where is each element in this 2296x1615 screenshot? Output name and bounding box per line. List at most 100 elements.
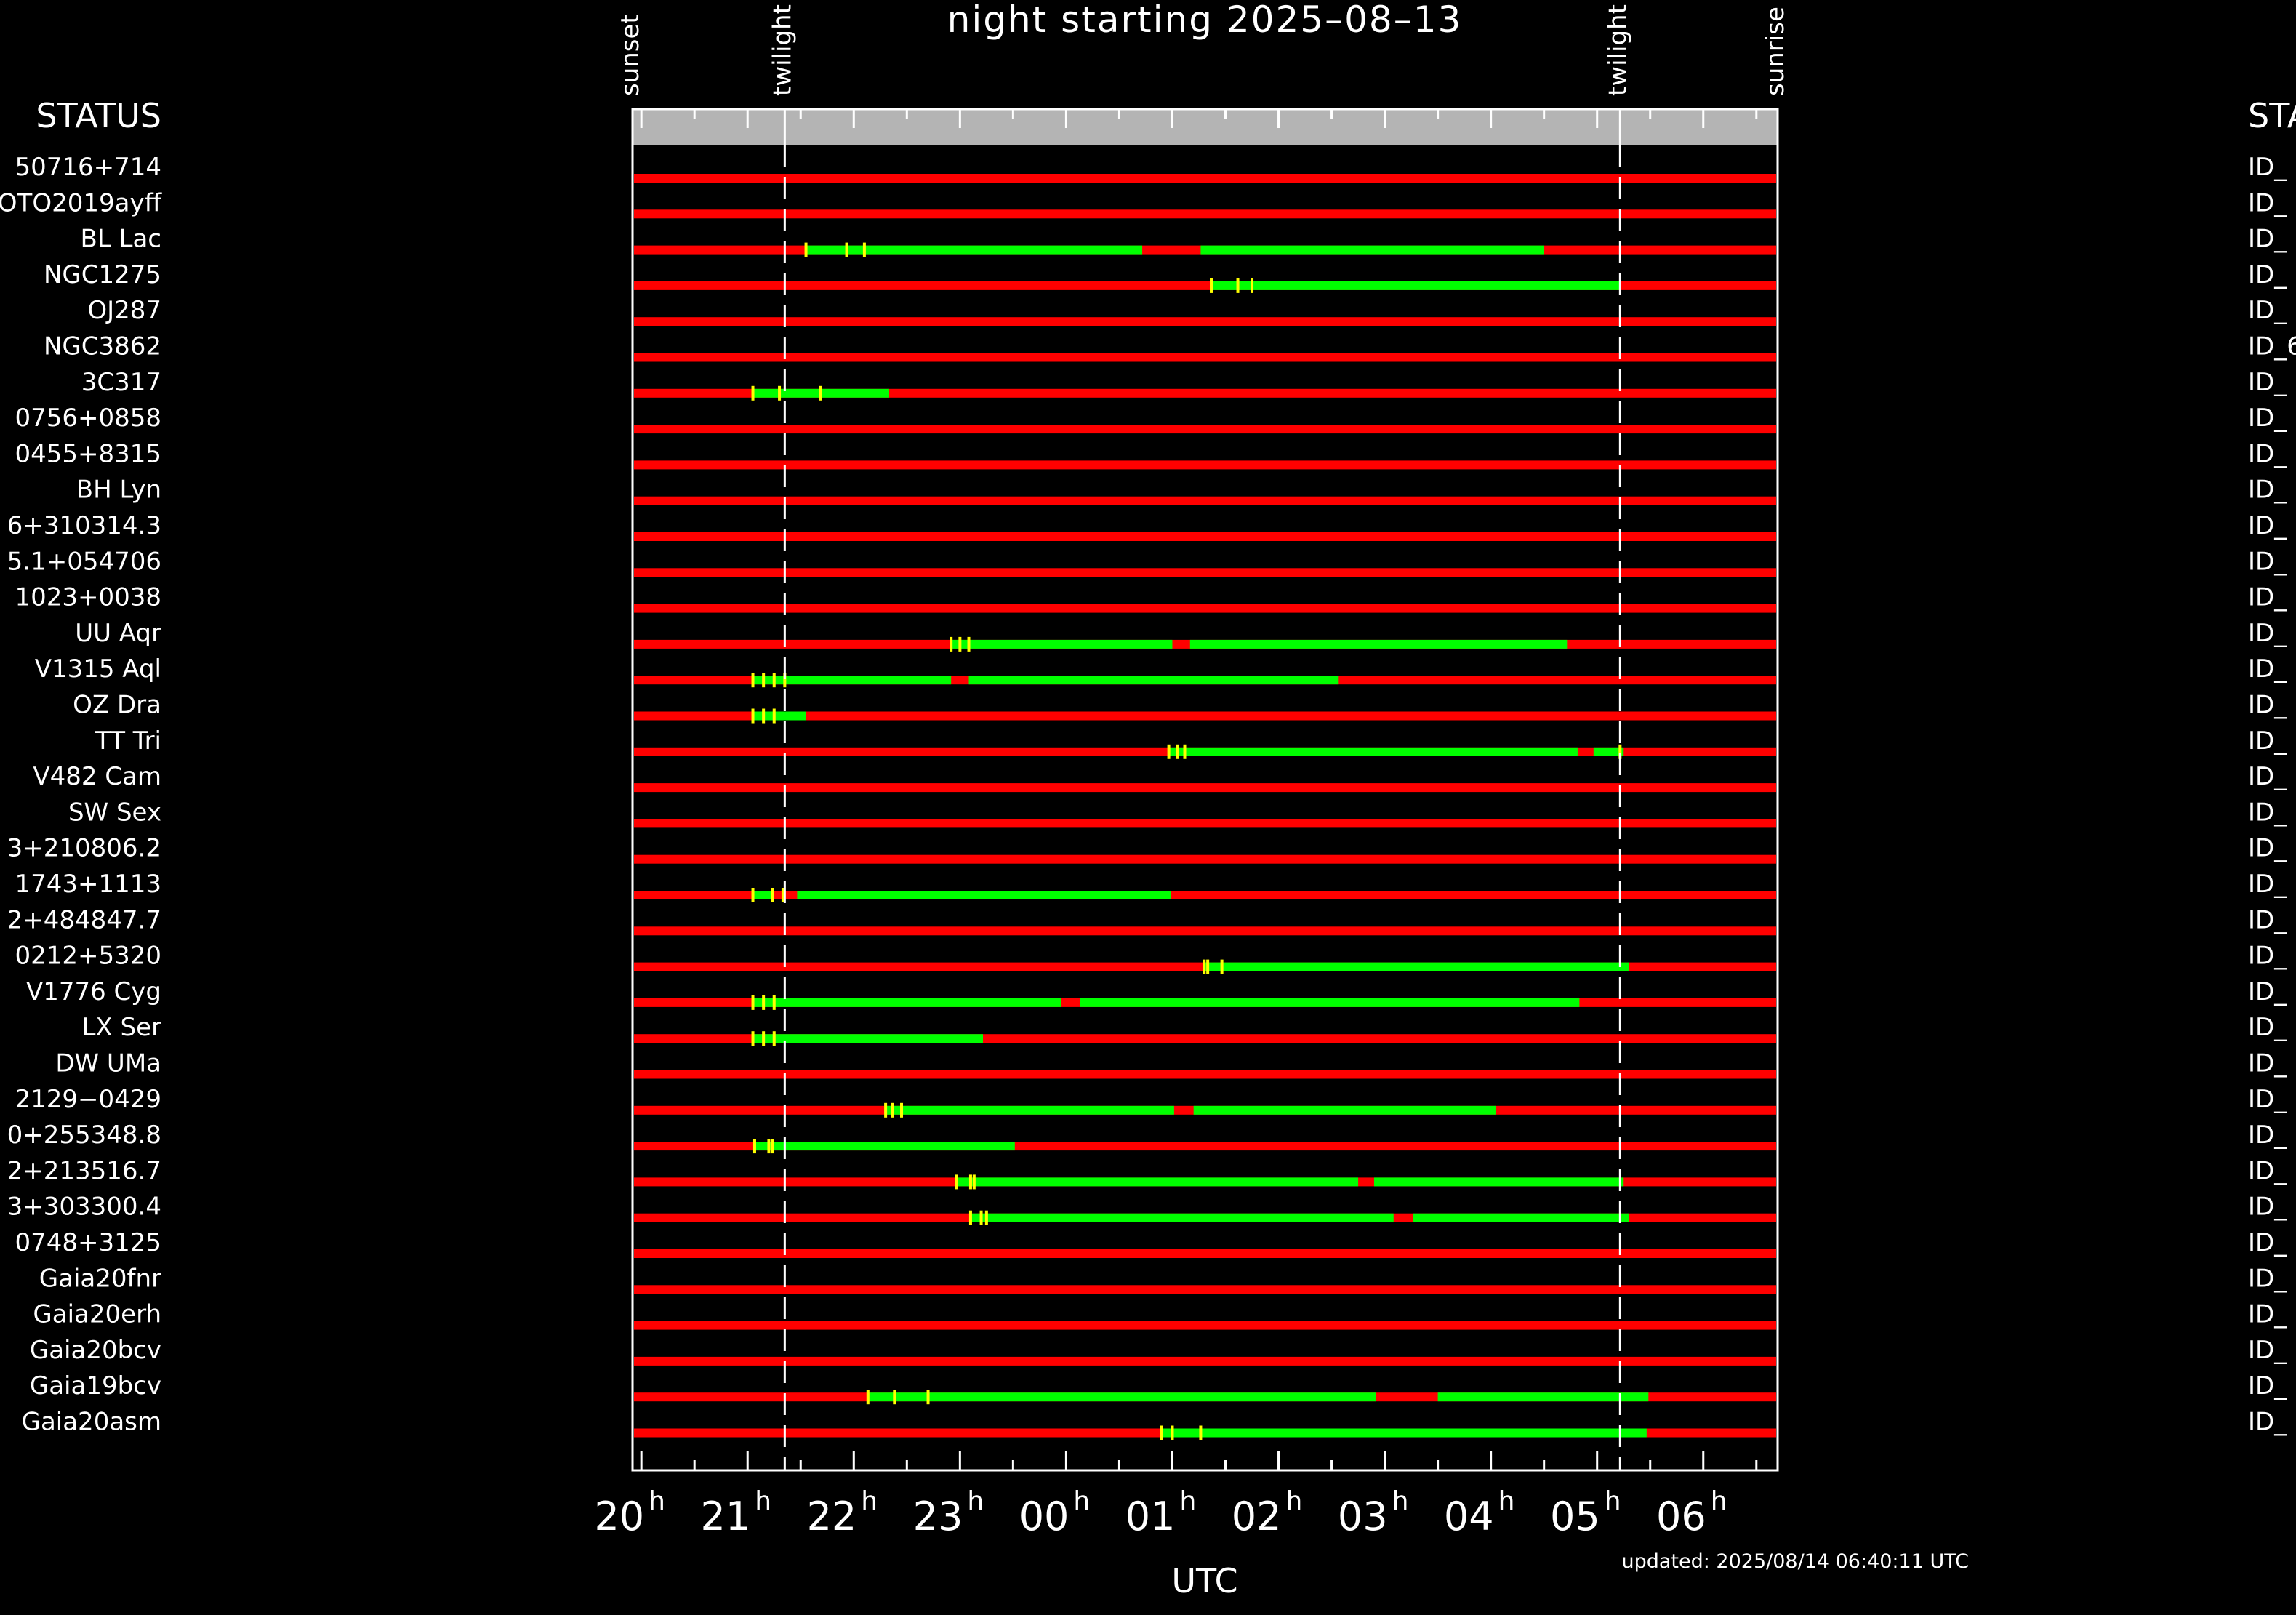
target-name: 50716+714 bbox=[15, 153, 161, 182]
observation-marker bbox=[900, 1102, 904, 1118]
status-left-label: STATUS bbox=[36, 96, 161, 135]
target-name: 3C317 bbox=[81, 368, 161, 397]
target-name: SW Sex bbox=[68, 798, 161, 827]
observation-marker bbox=[762, 673, 766, 688]
observation-marker bbox=[752, 1139, 756, 1154]
event-label-sunset: sunset bbox=[616, 14, 645, 96]
x-tick-hour: 06 bbox=[1656, 1494, 1706, 1539]
target-row bbox=[634, 604, 1776, 613]
observation-marker bbox=[772, 708, 776, 724]
target-name: 2+213516.7 bbox=[7, 1156, 161, 1185]
observation-marker bbox=[1206, 959, 1210, 974]
target-row bbox=[634, 174, 1776, 183]
unavailable-bar bbox=[634, 1070, 1776, 1079]
observation-marker bbox=[762, 1031, 766, 1046]
x-tick-hour-suffix: h bbox=[861, 1486, 878, 1516]
target-id: ID_ bbox=[2248, 439, 2287, 468]
target-name: 0756+0858 bbox=[15, 404, 161, 433]
x-tick-hour-suffix: h bbox=[755, 1486, 771, 1516]
target-id: ID_ bbox=[2248, 476, 2287, 505]
observation-marker bbox=[1171, 1425, 1174, 1440]
target-row bbox=[634, 353, 1776, 362]
observable-segment bbox=[797, 891, 1171, 899]
target-row bbox=[634, 209, 1776, 219]
target-id: ID_ bbox=[2248, 404, 2287, 433]
x-tick-hour: 03 bbox=[1338, 1494, 1388, 1539]
target-name: BH Lyn bbox=[76, 476, 161, 505]
target-name: NGC1275 bbox=[44, 260, 161, 289]
observable-segment bbox=[754, 1142, 1015, 1151]
target-name: OJ287 bbox=[87, 296, 161, 325]
x-tick-hour: 23 bbox=[913, 1494, 963, 1539]
unavailable-bar bbox=[634, 317, 1776, 326]
observation-marker bbox=[772, 995, 776, 1010]
x-tick-hour-suffix: h bbox=[649, 1486, 665, 1516]
observation-marker bbox=[751, 708, 755, 724]
axis-ticks bbox=[640, 109, 1758, 1470]
unavailable-bar bbox=[634, 174, 1776, 183]
observation-marker bbox=[751, 673, 755, 688]
target-name: Gaia20erh bbox=[33, 1300, 161, 1329]
observation-marker bbox=[1183, 744, 1187, 759]
observation-marker bbox=[893, 1390, 896, 1405]
target-row bbox=[634, 673, 1776, 688]
target-id: ID_ bbox=[2248, 691, 2287, 720]
x-tick-label-00: 00 h bbox=[1019, 1486, 1091, 1539]
x-tick-hour-suffix: h bbox=[1498, 1486, 1515, 1516]
x-tick-label-03: 03 h bbox=[1338, 1486, 1409, 1539]
target-row bbox=[634, 995, 1776, 1010]
observation-marker bbox=[767, 1139, 771, 1154]
target-id: ID_ bbox=[2248, 1371, 2287, 1400]
x-tick-hour: 20 bbox=[594, 1494, 644, 1539]
chart-title: night starting 2025–08–13 bbox=[947, 0, 1463, 41]
target-id: ID_ bbox=[2248, 905, 2287, 934]
unavailable-bar bbox=[634, 1249, 1776, 1258]
x-tick-label-02: 02 h bbox=[1232, 1486, 1303, 1539]
x-tick-hour: 21 bbox=[701, 1494, 751, 1539]
x-tick-hour-suffix: h bbox=[1179, 1486, 1196, 1516]
target-name: BL Lac bbox=[80, 225, 161, 254]
target-row bbox=[634, 1285, 1776, 1294]
target-id: ID_ bbox=[2248, 1228, 2287, 1257]
plot-frame bbox=[631, 108, 1779, 1472]
unavailable-bar bbox=[634, 496, 1776, 505]
target-id: ID_ bbox=[2248, 188, 2287, 217]
target-row bbox=[634, 1390, 1776, 1405]
target-name: Gaia20fnr bbox=[39, 1264, 161, 1293]
target-row bbox=[634, 1102, 1776, 1118]
x-tick-hour: 22 bbox=[807, 1494, 857, 1539]
target-row bbox=[634, 460, 1776, 470]
event-label-sunrise: sunrise bbox=[1761, 7, 1790, 96]
target-id: ID_ bbox=[2248, 368, 2287, 397]
unavailable-bar bbox=[634, 1285, 1776, 1294]
sky-band-rect bbox=[633, 109, 1778, 145]
unavailable-bar bbox=[634, 819, 1776, 828]
target-id: ID_ bbox=[2248, 942, 2287, 971]
x-tick-hour: 00 bbox=[1019, 1494, 1069, 1539]
event-lines bbox=[783, 109, 1621, 1470]
target-name: 0+255348.8 bbox=[7, 1121, 161, 1150]
target-id: ID_ bbox=[2248, 870, 2287, 899]
observation-marker bbox=[783, 673, 787, 688]
target-name: Gaia20asm bbox=[22, 1408, 161, 1437]
target-id: ID_ bbox=[2248, 260, 2287, 289]
target-name: TT Tri bbox=[95, 726, 161, 756]
observation-marker bbox=[1618, 744, 1622, 759]
target-id: ID_ bbox=[2248, 1193, 2287, 1222]
observable-segment bbox=[1200, 245, 1544, 255]
target-name: V1776 Cyg bbox=[26, 977, 161, 1006]
x-tick-hour-suffix: h bbox=[1073, 1486, 1090, 1516]
observation-marker bbox=[751, 1031, 755, 1046]
target-id: ID_ bbox=[2248, 1336, 2287, 1365]
target-name: Gaia19bcv bbox=[30, 1371, 161, 1400]
observable-segment bbox=[968, 676, 1339, 685]
target-row bbox=[634, 1356, 1776, 1366]
target-row bbox=[634, 242, 1776, 257]
target-name: LX Ser bbox=[81, 1013, 161, 1042]
observable-segment bbox=[806, 245, 1143, 255]
observation-marker bbox=[845, 242, 848, 257]
observation-marker bbox=[772, 1031, 776, 1046]
observation-marker bbox=[1203, 959, 1206, 974]
target-row bbox=[634, 1210, 1776, 1225]
x-tick-label-20: 20 h bbox=[594, 1486, 665, 1539]
